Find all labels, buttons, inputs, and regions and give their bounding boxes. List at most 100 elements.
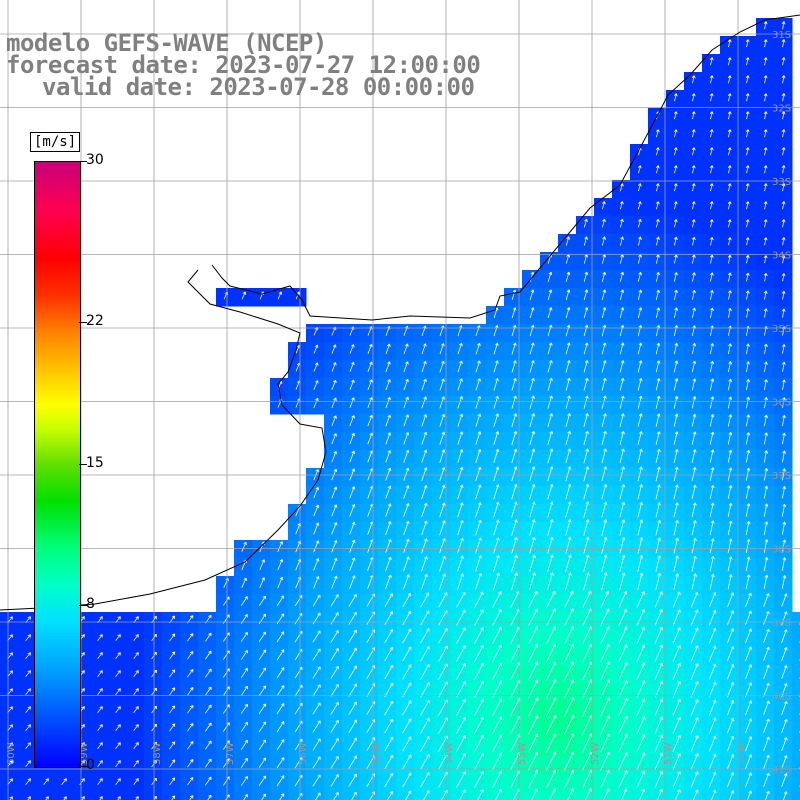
wind-arrow xyxy=(637,378,643,391)
wind-arrow xyxy=(601,395,607,409)
wind-arrow xyxy=(261,793,266,800)
wind-arrow xyxy=(276,631,285,643)
wind-arrow xyxy=(457,395,463,409)
latitude-label: 41S xyxy=(772,765,791,776)
wind-arrow xyxy=(691,236,696,246)
wind-arrow xyxy=(674,272,678,282)
wind-arrow xyxy=(727,39,732,48)
wind-arrow xyxy=(527,697,539,717)
wind-arrow xyxy=(728,272,732,282)
wind-arrow xyxy=(528,661,539,681)
wind-arrow xyxy=(348,647,357,661)
wind-arrow xyxy=(423,790,430,800)
latitude-label: 33S xyxy=(772,177,791,188)
wind-arrow xyxy=(7,724,13,731)
colorbar xyxy=(34,161,81,768)
wind-arrow xyxy=(656,272,660,282)
wind-arrow xyxy=(672,752,681,770)
wind-arrow xyxy=(619,466,625,482)
colorbar-tick-label: 8 xyxy=(86,595,95,612)
wind-arrow xyxy=(781,521,787,535)
wind-arrow xyxy=(691,378,697,391)
wind-arrow xyxy=(654,662,663,680)
wind-arrow xyxy=(655,537,661,554)
wind-arrow xyxy=(656,788,663,800)
wind-arrow xyxy=(746,790,752,800)
wind-arrow xyxy=(690,609,699,626)
wind-arrow xyxy=(582,608,592,627)
wind-arrow xyxy=(745,682,752,698)
wind-arrow xyxy=(708,717,717,734)
wind-arrow xyxy=(529,483,536,500)
wind-arrow xyxy=(565,430,571,446)
wind-arrow xyxy=(563,714,575,735)
wind-arrow xyxy=(692,307,696,318)
wind-arrow xyxy=(187,777,194,786)
wind-arrow xyxy=(582,643,592,663)
wind-arrow xyxy=(474,734,484,752)
wind-arrow xyxy=(420,753,430,770)
wind-arrow xyxy=(545,714,557,735)
wind-arrow xyxy=(240,775,248,786)
wind-arrow xyxy=(637,501,643,518)
wind-arrow xyxy=(546,769,556,789)
wind-arrow xyxy=(655,466,661,482)
wind-arrow xyxy=(781,557,787,571)
wind-arrow xyxy=(475,484,482,500)
wind-arrow xyxy=(636,662,646,681)
wind-arrow xyxy=(279,793,285,800)
wind-arrow xyxy=(583,448,589,464)
wind-arrow xyxy=(746,308,750,318)
wind-arrow xyxy=(115,742,121,750)
wind-arrow xyxy=(459,789,466,800)
wind-arrow xyxy=(709,396,715,409)
wind-arrow xyxy=(384,682,394,698)
wind-arrow xyxy=(493,378,499,391)
wind-arrow xyxy=(240,596,248,606)
wind-arrow xyxy=(726,628,735,644)
wind-arrow xyxy=(637,289,643,300)
wind-arrow xyxy=(781,575,787,589)
wind-arrow xyxy=(492,680,502,699)
wind-arrow xyxy=(745,754,752,770)
wind-arrow xyxy=(600,608,610,627)
wind-arrow xyxy=(456,735,466,752)
wind-arrow xyxy=(7,706,13,713)
wind-arrow xyxy=(241,541,247,552)
wind-arrow xyxy=(781,237,786,246)
wind-arrow xyxy=(618,590,628,608)
wind-arrow xyxy=(618,697,628,717)
wind-arrow xyxy=(583,377,589,391)
wind-arrow xyxy=(781,665,788,680)
wind-arrow xyxy=(204,668,212,678)
wind-arrow xyxy=(7,742,13,749)
wind-arrow xyxy=(402,754,412,770)
wind-arrow xyxy=(492,609,502,626)
longitude-label: 53W xyxy=(517,742,528,765)
wind-arrow xyxy=(582,626,592,645)
wind-arrow xyxy=(727,111,732,120)
wind-arrow xyxy=(673,431,679,445)
wind-arrow xyxy=(601,536,608,554)
wind-arrow xyxy=(546,643,556,663)
wind-arrow xyxy=(528,626,538,645)
wind-arrow xyxy=(547,501,554,518)
wind-arrow xyxy=(421,538,428,554)
wind-arrow xyxy=(745,165,750,174)
wind-arrow xyxy=(673,307,678,318)
colorbar-tick-label: 30 xyxy=(86,152,104,168)
wind-arrow xyxy=(405,790,412,800)
wind-cell xyxy=(504,792,523,800)
wind-arrow xyxy=(763,219,768,228)
wind-arrow xyxy=(475,395,481,409)
wind-arrow xyxy=(763,467,769,481)
wind-arrow xyxy=(619,572,626,591)
wind-arrow xyxy=(655,342,661,355)
wind-arrow xyxy=(204,704,212,714)
wind-arrow xyxy=(349,468,356,481)
wind-cell xyxy=(792,756,800,775)
wind-arrow xyxy=(781,736,788,752)
wind-arrow xyxy=(439,555,446,572)
wind-arrow xyxy=(204,740,212,750)
wind-arrow xyxy=(115,634,121,642)
